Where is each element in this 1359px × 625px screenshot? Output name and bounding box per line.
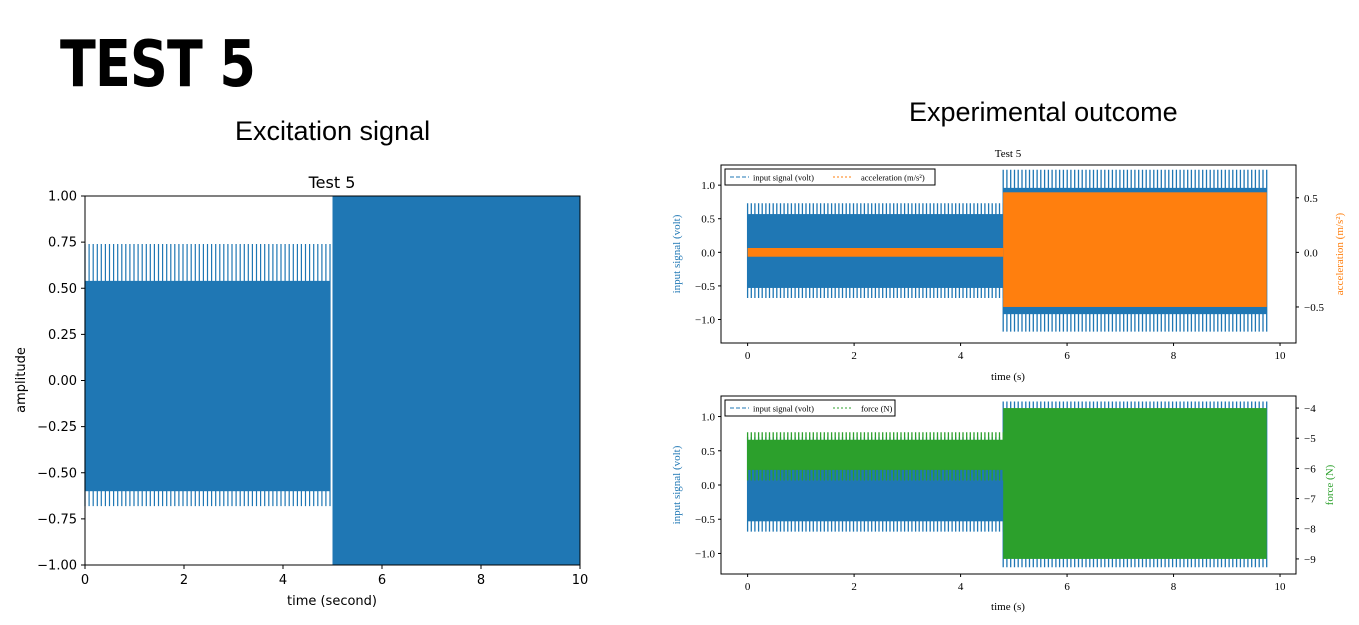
top-chart-title: Test 5 [995,148,1022,160]
top-yr-tick-label: 0.0 [1304,247,1318,259]
bottom-x-label: time (s) [991,601,1025,613]
bottom-x-tick-label: 4 [958,581,964,593]
top-x-tick-label: 4 [958,350,964,362]
left-x-tick-label: 10 [572,573,589,588]
outcome-heading: Experimental outcome [909,97,1178,127]
left-y-tick-label: −0.25 [37,420,77,435]
chart-marks: 0 2 4 6 8 10−1.00−0.75−0.50−0.250.000.250.500… [37,164,1324,593]
bottom-output-band-2 [1003,408,1267,559]
bottom-x-tick-label: 2 [851,581,857,593]
top-plot-frame [720,164,1297,344]
bottom-output-band-1 [747,439,1004,470]
top-legend-label-input: input signal (volt) [753,173,814,183]
top-yr-tick-label: 0.5 [1304,193,1318,205]
left-y-label: amplitude [14,347,29,413]
top-x-tick-label: 2 [851,350,857,362]
bottom-yl-tick-label: 0.5 [701,446,715,458]
bottom-yl-tick-label: 1.0 [701,412,715,424]
bottom-x-tick-label: 10 [1275,581,1287,593]
left-x-label: time (second) [287,594,377,609]
left-chart-title: Test 5 [308,173,356,192]
top-yl-tick-label: 0.0 [701,247,715,259]
excitation-heading: Excitation signal [235,116,431,146]
bottom-x-tick-label: 8 [1171,581,1177,593]
left-y-tick-label: 1.00 [48,190,77,205]
top-legend-box [724,168,936,186]
left-x-tick-label: 8 [477,573,485,588]
top-yr-tick-label: −0.5 [1304,302,1324,314]
left-signal-band-1 [85,280,331,492]
bottom-yr-tick-label: −8 [1304,524,1316,536]
left-x-tick-label: 6 [378,573,386,588]
top-x-label: time (s) [991,371,1025,383]
top-yl-tick-label: −0.5 [695,281,715,293]
top-x-tick-label: 6 [1064,350,1070,362]
top-output-band-1 [747,247,1004,257]
left-signal-band-2 [332,196,580,565]
top-yl-tick-label: −1.0 [695,314,715,326]
bottom-yr-tick-label: −7 [1304,494,1316,506]
top-x-tick-label: 10 [1275,350,1287,362]
left-y-tick-label: 0.25 [48,328,77,343]
top-yl-tick-label: 1.0 [701,180,715,192]
top-legend-label-output: acceleration (m/s²) [861,173,925,183]
left-x-tick-label: 2 [180,573,188,588]
bottom-legend-label-input: input signal (volt) [753,404,814,414]
left-y-tick-label: 0.00 [48,374,77,389]
left-y-tick-label: −0.50 [37,466,77,481]
left-y-tick-label: 0.50 [48,282,77,297]
top-y-label-left: input signal (volt) [671,214,683,293]
bottom-legend-box [724,399,896,417]
bottom-legend-label-output: force (N) [861,404,893,414]
bottom-y-label-right: force (N) [1324,464,1336,505]
left-x-tick-label: 4 [279,573,287,588]
top-output-band-2 [1003,192,1267,307]
left-y-tick-label: −1.00 [37,559,77,574]
bottom-x-tick-label: 0 [745,581,751,593]
bottom-yl-tick-label: 0.0 [701,480,715,492]
top-x-tick-label: 0 [745,350,751,362]
bottom-y-label-left: input signal (volt) [671,445,683,524]
bottom-yl-tick-label: −0.5 [695,514,715,526]
bottom-yl-tick-label: −1.0 [695,548,715,560]
top-y-label-right: acceleration (m/s²) [1334,212,1346,295]
bottom-yr-tick-label: −4 [1304,403,1316,415]
bottom-yr-tick-label: −6 [1304,463,1316,475]
left-y-tick-label: 0.75 [48,236,77,251]
bottom-x-tick-label: 6 [1064,581,1070,593]
slide-title: TEST 5 [60,28,256,102]
bottom-yr-tick-label: −5 [1304,433,1316,445]
top-x-tick-label: 8 [1171,350,1177,362]
left-x-tick-label: 0 [81,573,89,588]
bottom-yr-tick-label: −9 [1304,554,1316,566]
left-y-tick-label: −0.75 [37,512,77,527]
top-yl-tick-label: 0.5 [701,214,715,226]
